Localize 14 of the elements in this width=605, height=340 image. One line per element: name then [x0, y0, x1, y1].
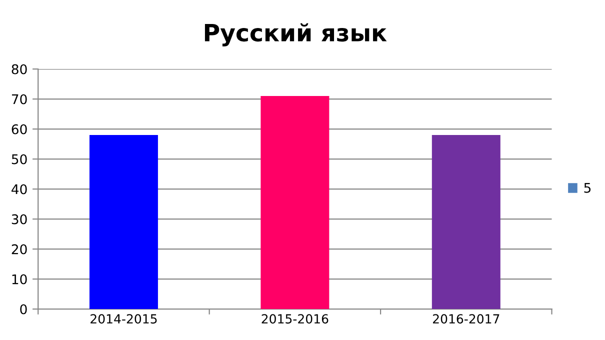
y-tick-label: 40 [12, 184, 27, 194]
y-tick-label: 70 [12, 94, 27, 104]
x-tick-label: 2014-2015 [90, 314, 157, 324]
x-tick-label: 2016-2017 [433, 314, 500, 324]
y-tick-label: 80 [12, 64, 27, 74]
x-tick-label: 2015-2016 [262, 314, 328, 324]
y-tick-label: 20 [12, 244, 27, 254]
chart-title: Русский язык [204, 23, 387, 46]
y-tick-label: 10 [12, 274, 27, 284]
y-tick-label: 0 [20, 304, 27, 314]
text: 5 [584, 183, 591, 193]
y-tick-label: 50 [12, 154, 27, 164]
y-tick-label: 60 [12, 124, 27, 134]
y-tick-label: 30 [12, 214, 27, 224]
